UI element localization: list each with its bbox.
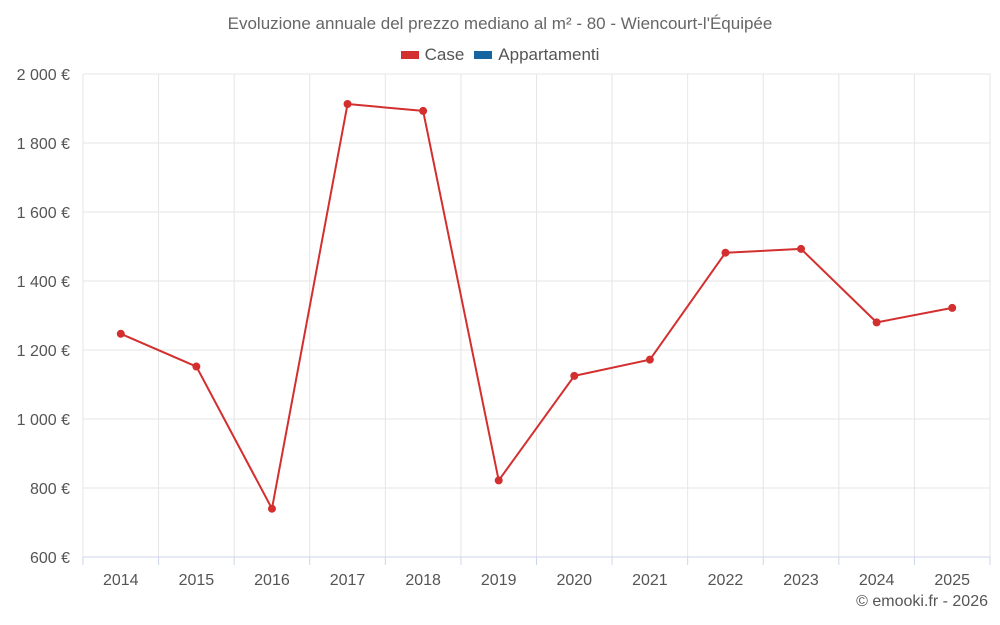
chart-title: Evoluzione annuale del prezzo mediano al… — [227, 14, 773, 33]
data-point — [267, 504, 276, 513]
y-tick-label: 1 400 € — [17, 274, 70, 291]
data-point — [116, 329, 125, 338]
x-tick-label: 2018 — [405, 572, 441, 589]
x-tick-label: 2021 — [632, 572, 668, 589]
y-tick-label: 1 000 € — [17, 412, 70, 429]
legend-swatch-appartamenti — [474, 51, 493, 59]
y-tick-label: 1 600 € — [17, 205, 70, 222]
data-point — [645, 355, 654, 364]
data-point — [948, 303, 957, 312]
credit-text: © emooki.fr - 2026 — [856, 593, 988, 610]
y-tick-label: 1 200 € — [17, 343, 70, 360]
y-tick-label: 2 000 € — [17, 67, 70, 84]
x-tick-label: 2017 — [330, 572, 366, 589]
x-tick-label: 2014 — [103, 572, 139, 589]
x-tick-label: 2020 — [556, 572, 592, 589]
legend-label-appartamenti: Appartamenti — [498, 45, 600, 64]
series-line-case — [120, 103, 953, 510]
data-point — [494, 476, 503, 485]
legend-item-appartamenti[interactable]: Appartamenti — [474, 45, 599, 65]
data-point — [343, 100, 352, 109]
x-tick-label: 2024 — [859, 572, 895, 589]
data-point — [797, 244, 806, 253]
data-point — [872, 318, 881, 327]
y-tick-label: 600 € — [30, 550, 70, 567]
x-tick-label: 2019 — [481, 572, 517, 589]
data-point — [721, 248, 730, 257]
legend-swatch-case — [400, 51, 419, 59]
legend: Case Appartamenti — [0, 45, 1000, 65]
y-tick-label: 800 € — [30, 481, 70, 498]
data-point — [419, 106, 428, 115]
data-point — [570, 371, 579, 380]
y-tick-label: 1 800 € — [17, 136, 70, 153]
x-tick-label: 2025 — [934, 572, 970, 589]
x-tick-label: 2016 — [254, 572, 290, 589]
x-tick-label: 2023 — [783, 572, 819, 589]
x-tick-label: 2015 — [179, 572, 215, 589]
x-tick-label: 2022 — [708, 572, 744, 589]
legend-label-case: Case — [424, 45, 465, 64]
legend-item-case[interactable]: Case — [400, 45, 465, 65]
data-point — [192, 362, 201, 371]
